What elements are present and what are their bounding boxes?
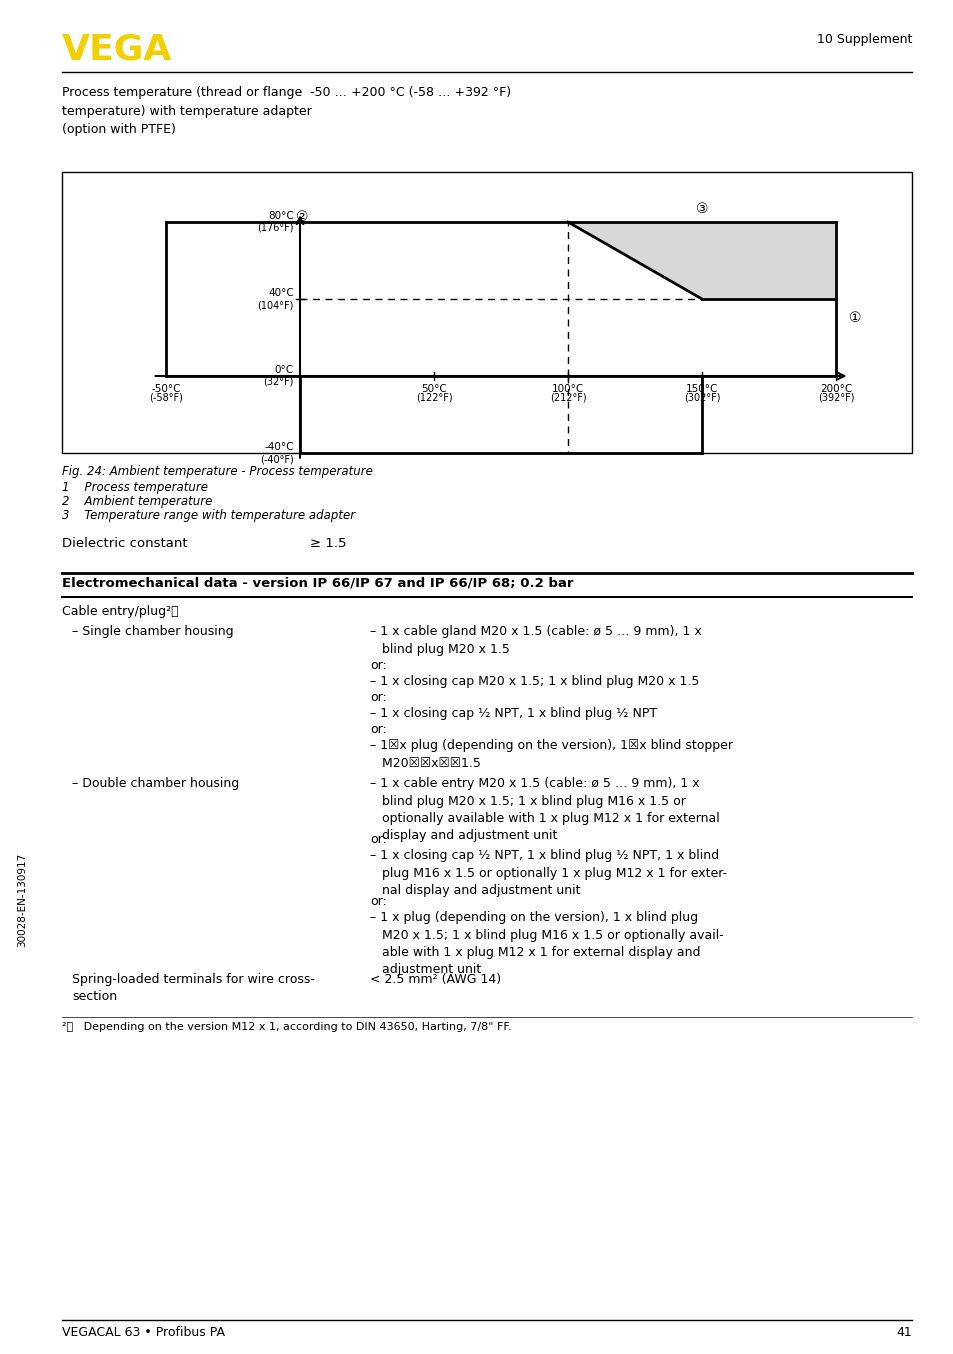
Text: (302°F): (302°F) bbox=[683, 393, 720, 402]
Text: 40°C: 40°C bbox=[268, 288, 294, 298]
Text: – 1 x closing cap ½ NPT, 1 x blind plug ½ NPT: – 1 x closing cap ½ NPT, 1 x blind plug … bbox=[370, 707, 657, 720]
Text: 1    Process temperature: 1 Process temperature bbox=[62, 481, 208, 494]
Text: 80°C: 80°C bbox=[268, 211, 294, 221]
Text: ≥ 1.5: ≥ 1.5 bbox=[310, 538, 346, 550]
Text: – 1 x closing cap ½ NPT, 1 x blind plug ½ NPT, 1 x blind
   plug M16 x 1.5 or op: – 1 x closing cap ½ NPT, 1 x blind plug … bbox=[370, 849, 726, 896]
Text: – 1 x cable entry M20 x 1.5 (cable: ø 5 … 9 mm), 1 x
   blind plug M20 x 1.5; 1 : – 1 x cable entry M20 x 1.5 (cable: ø 5 … bbox=[370, 777, 719, 842]
Text: 2    Ambient temperature: 2 Ambient temperature bbox=[62, 496, 213, 508]
Text: or:: or: bbox=[370, 895, 386, 909]
Text: 50°C: 50°C bbox=[420, 385, 446, 394]
Text: Spring-loaded terminals for wire cross-
section: Spring-loaded terminals for wire cross- … bbox=[71, 974, 314, 1003]
Text: or:: or: bbox=[370, 659, 386, 672]
Text: Fig. 24: Ambient temperature - Process temperature: Fig. 24: Ambient temperature - Process t… bbox=[62, 464, 373, 478]
Text: (104°F): (104°F) bbox=[257, 301, 294, 310]
Text: -50°C: -50°C bbox=[152, 385, 180, 394]
Text: Dielectric constant: Dielectric constant bbox=[62, 538, 188, 550]
Text: 0°C: 0°C bbox=[274, 366, 294, 375]
Text: VEGA: VEGA bbox=[62, 32, 172, 66]
Text: – 1 x closing cap M20 x 1.5; 1 x blind plug M20 x 1.5: – 1 x closing cap M20 x 1.5; 1 x blind p… bbox=[370, 676, 699, 688]
Text: 41: 41 bbox=[895, 1326, 911, 1339]
Text: – 1 x cable gland M20 x 1.5 (cable: ø 5 … 9 mm), 1 x
   blind plug M20 x 1.5: – 1 x cable gland M20 x 1.5 (cable: ø 5 … bbox=[370, 626, 701, 655]
Bar bbox=[62, 172, 911, 454]
Text: 150°C: 150°C bbox=[685, 385, 718, 394]
Text: – Single chamber housing: – Single chamber housing bbox=[71, 626, 233, 638]
Text: 10 Supplement: 10 Supplement bbox=[816, 32, 911, 46]
Text: (392°F): (392°F) bbox=[817, 393, 853, 402]
Text: Electromechanical data - version IP 66/IP 67 and IP 66/IP 68; 0.2 bar: Electromechanical data - version IP 66/I… bbox=[62, 577, 573, 590]
Text: ①: ① bbox=[847, 311, 861, 325]
Text: (-58°F): (-58°F) bbox=[149, 393, 183, 402]
Polygon shape bbox=[567, 222, 835, 299]
Text: or:: or: bbox=[370, 723, 386, 737]
Text: – 1☒x plug (depending on the version), 1☒x blind stopper
   M20☒☒x☒☒1.5: – 1☒x plug (depending on the version), 1… bbox=[370, 739, 732, 769]
Text: (212°F): (212°F) bbox=[549, 393, 586, 402]
Text: (176°F): (176°F) bbox=[257, 223, 294, 233]
Text: 30028-EN-130917: 30028-EN-130917 bbox=[17, 853, 27, 948]
Text: or:: or: bbox=[370, 691, 386, 704]
Text: (122°F): (122°F) bbox=[416, 393, 452, 402]
Text: – Double chamber housing: – Double chamber housing bbox=[71, 777, 239, 789]
Text: ²⧸   Depending on the version M12 x 1, according to DIN 43650, Harting, 7/8" FF.: ²⧸ Depending on the version M12 x 1, acc… bbox=[62, 1022, 511, 1032]
Text: ②: ② bbox=[295, 210, 308, 225]
Text: 3    Temperature range with temperature adapter: 3 Temperature range with temperature ada… bbox=[62, 509, 355, 523]
Text: < 2.5 mm² (AWG 14): < 2.5 mm² (AWG 14) bbox=[370, 974, 500, 986]
Text: -40°C: -40°C bbox=[264, 441, 294, 452]
Text: VEGACAL 63 • Profibus PA: VEGACAL 63 • Profibus PA bbox=[62, 1326, 225, 1339]
Text: – 1 x plug (depending on the version), 1 x blind plug
   M20 x 1.5; 1 x blind pl: – 1 x plug (depending on the version), 1… bbox=[370, 911, 723, 976]
Text: Cable entry/plug²⧸: Cable entry/plug²⧸ bbox=[62, 605, 178, 617]
Text: or:: or: bbox=[370, 833, 386, 846]
Text: -50 … +200 °C (-58 … +392 °F): -50 … +200 °C (-58 … +392 °F) bbox=[310, 87, 511, 99]
Text: Process temperature (thread or flange
temperature) with temperature adapter
(opt: Process temperature (thread or flange te… bbox=[62, 87, 312, 135]
Text: (-40°F): (-40°F) bbox=[260, 454, 294, 464]
Text: (32°F): (32°F) bbox=[263, 376, 294, 387]
Text: 100°C: 100°C bbox=[551, 385, 583, 394]
Text: 200°C: 200°C bbox=[819, 385, 851, 394]
Text: ③: ③ bbox=[695, 202, 707, 217]
